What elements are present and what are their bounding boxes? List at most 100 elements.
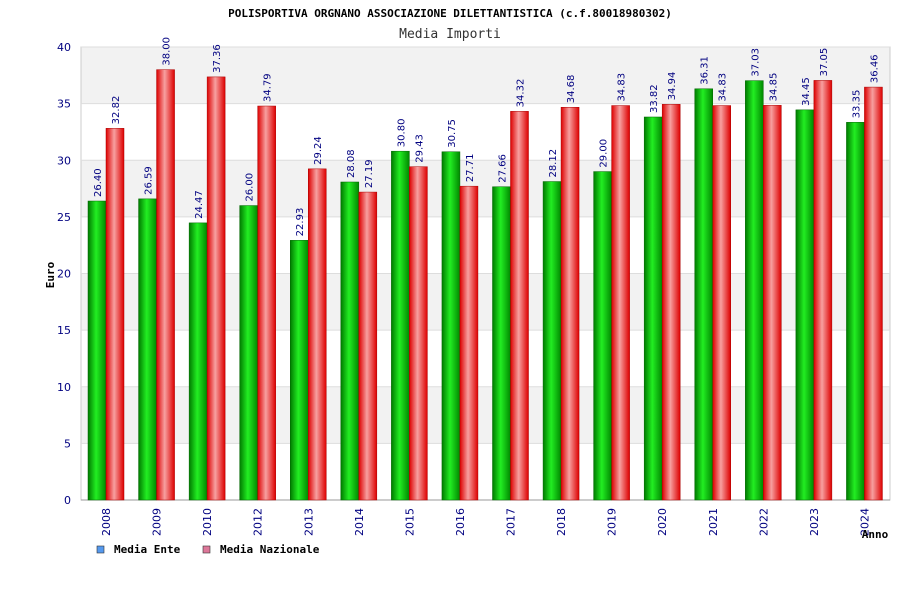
value-label-media-nazionale-2017: 34.32 [516,79,527,108]
x-tick-label-2015: 2015 [403,508,416,536]
y-tick-label: 10 [57,381,71,394]
y-tick-label: 30 [57,154,71,167]
bar-media-ente-2010 [188,222,208,501]
bar-media-ente-2015 [391,150,410,501]
chart-subtitle: Media Importi [399,27,501,42]
value-label-media-nazionale-2014: 27.19 [364,159,375,188]
value-label-media-ente-2022: 37.03 [750,48,761,77]
value-label-media-ente-2009: 26.59 [144,166,155,195]
y-tick-label: 35 [57,98,71,111]
x-tick-label-2023: 2023 [808,508,821,536]
x-tick-label-2020: 2020 [656,508,669,536]
value-label-media-ente-2010: 24.47 [194,190,205,219]
bar-media-nazionale-2009 [156,69,175,501]
legend: Media Ente Media Nazionale [96,543,320,556]
bar-media-nazionale-2023 [813,80,833,501]
bar-media-nazionale-2014 [358,191,378,501]
bar-media-nazionale-2012 [257,105,276,501]
x-tick-label-2012: 2012 [252,508,265,536]
value-labels: 26.40 32.82 26.59 38.00 24.47 37.36 26.00 34.79… [93,37,880,236]
value-label-media-nazionale-2021: 34.83 [718,73,729,102]
bar-media-nazionale-2017 [510,111,529,501]
value-label-media-ente-2021: 36.31 [700,56,711,85]
bar-media-ente-2014 [340,181,360,501]
value-label-media-ente-2024: 33.35 [851,90,862,119]
value-label-media-nazionale-2019: 34.83 [617,73,628,102]
bar-media-nazionale-2015 [409,166,428,501]
value-label-media-ente-2008: 26.40 [93,168,104,197]
y-tick-label: 15 [57,324,71,337]
bar-media-ente-2023 [795,109,815,501]
x-tick-label-2016: 2016 [454,508,467,536]
value-label-media-ente-2015: 30.80 [396,119,407,148]
value-label-media-nazionale-2020: 34.94 [667,72,678,101]
y-tick-label: 25 [57,211,71,224]
bar-media-ente-2018 [542,181,562,501]
chart-title: POLISPORTIVA ORGNANO ASSOCIAZIONE DILETT… [228,7,672,20]
bar-media-nazionale-2021 [712,105,731,501]
x-tick-label-2009: 2009 [151,508,164,536]
bar-media-nazionale-2010 [206,76,226,501]
value-label-media-ente-2017: 27.66 [498,154,509,183]
bar-media-nazionale-2019 [611,105,630,501]
bar-media-ente-2012 [239,205,258,501]
value-label-media-nazionale-2013: 29.24 [313,136,324,165]
y-tick-label: 5 [64,437,71,450]
bar-media-nazionale-2016 [459,185,479,501]
bar-media-nazionale-2008 [105,128,125,501]
bar-media-nazionale-2024 [864,86,883,501]
value-label-media-ente-2016: 30.75 [447,119,458,148]
y-tick-label: 40 [57,41,71,54]
bar-media-ente-2008 [87,200,107,501]
bar-media-ente-2017 [492,186,511,501]
legend-label-media-nazionale: Media Nazionale [220,543,320,556]
legend-label-media-ente: Media Ente [114,543,181,556]
x-tick-label-2013: 2013 [302,508,315,536]
bar-media-ente-2009 [138,198,157,501]
legend-swatch-media-nazionale [202,545,211,554]
y-tick-label: 0 [64,494,71,507]
x-tick-label-2024: 2024 [858,508,871,536]
x-tick-label-2021: 2021 [707,508,720,536]
value-label-media-nazionale-2018: 34.68 [566,75,577,104]
bar-media-ente-2021 [694,88,713,501]
value-label-media-ente-2020: 33.82 [649,84,660,113]
value-label-media-ente-2013: 22.93 [295,208,306,237]
value-label-media-nazionale-2010: 37.36 [212,44,223,73]
x-tick-label-2014: 2014 [353,508,366,536]
value-label-media-ente-2023: 34.45 [801,77,812,106]
bar-media-ente-2016 [441,151,461,501]
bar-media-nazionale-2013 [308,168,327,501]
value-label-media-nazionale-2008: 32.82 [111,96,122,125]
x-axis-ticks: 2008 2009 2010 2012 2013 2014 2015 2016 2017 2018… [100,508,871,536]
y-axis-label: Euro [44,261,57,288]
x-tick-label-2010: 2010 [201,508,214,536]
x-tick-label-2017: 2017 [505,508,518,536]
value-label-media-nazionale-2016: 27.71 [465,154,476,183]
y-axis-ticks: 0 5 10 15 20 25 30 35 40 [57,41,71,507]
bar-media-nazionale-2022 [763,105,782,501]
value-label-media-ente-2018: 28.12 [548,149,559,178]
bars [87,69,883,501]
value-label-media-nazionale-2024: 36.46 [869,54,880,83]
x-tick-label-2022: 2022 [757,508,770,536]
value-label-media-ente-2012: 26.00 [245,173,256,202]
y-tick-label: 20 [57,268,71,281]
value-label-media-ente-2014: 28.08 [346,149,357,178]
value-label-media-nazionale-2012: 34.79 [263,73,274,102]
bar-media-ente-2024 [846,122,865,501]
bar-media-ente-2020 [643,116,663,501]
value-label-media-ente-2019: 29.00 [599,139,610,168]
x-tick-label-2019: 2019 [606,508,619,536]
value-label-media-nazionale-2023: 37.05 [819,48,830,77]
bar-media-ente-2019 [593,171,612,501]
bar-media-nazionale-2020 [661,104,681,501]
value-label-media-nazionale-2022: 34.85 [768,73,779,102]
bar-media-nazionale-2018 [560,106,580,501]
x-tick-label-2008: 2008 [100,508,113,536]
value-label-media-nazionale-2009: 38.00 [162,37,173,66]
bar-media-ente-2022 [745,80,764,501]
bar-media-ente-2013 [290,240,309,501]
x-axis-label: Anno [862,528,889,541]
